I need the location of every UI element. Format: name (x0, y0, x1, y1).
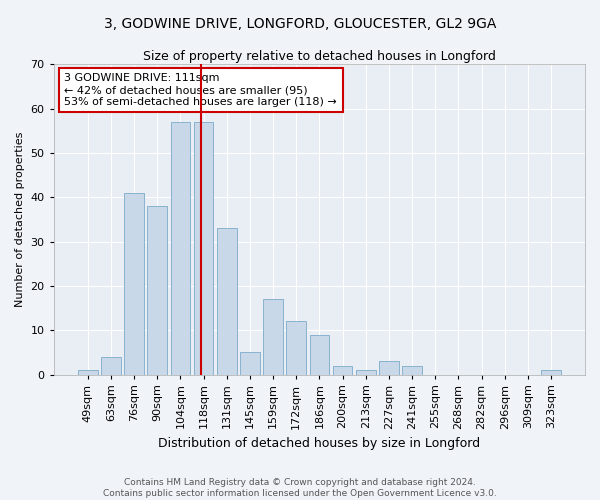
Text: 3, GODWINE DRIVE, LONGFORD, GLOUCESTER, GL2 9GA: 3, GODWINE DRIVE, LONGFORD, GLOUCESTER, … (104, 18, 496, 32)
Bar (402, 366, 422, 374)
Bar (332, 366, 352, 374)
Bar (124, 192, 144, 374)
Y-axis label: Number of detached properties: Number of detached properties (15, 132, 25, 307)
Bar (194, 122, 214, 374)
Text: 3 GODWINE DRIVE: 111sqm
← 42% of detached houses are smaller (95)
53% of semi-de: 3 GODWINE DRIVE: 111sqm ← 42% of detache… (64, 74, 337, 106)
Bar (286, 322, 306, 374)
Bar (263, 299, 283, 374)
Bar (356, 370, 376, 374)
Bar (148, 206, 167, 374)
Bar (379, 361, 398, 374)
Text: Contains HM Land Registry data © Crown copyright and database right 2024.
Contai: Contains HM Land Registry data © Crown c… (103, 478, 497, 498)
Bar (170, 122, 190, 374)
Bar (78, 370, 98, 374)
Bar (217, 228, 236, 374)
Bar (310, 334, 329, 374)
Bar (240, 352, 260, 374)
Bar (101, 357, 121, 374)
Title: Size of property relative to detached houses in Longford: Size of property relative to detached ho… (143, 50, 496, 63)
X-axis label: Distribution of detached houses by size in Longford: Distribution of detached houses by size … (158, 437, 481, 450)
Bar (541, 370, 561, 374)
